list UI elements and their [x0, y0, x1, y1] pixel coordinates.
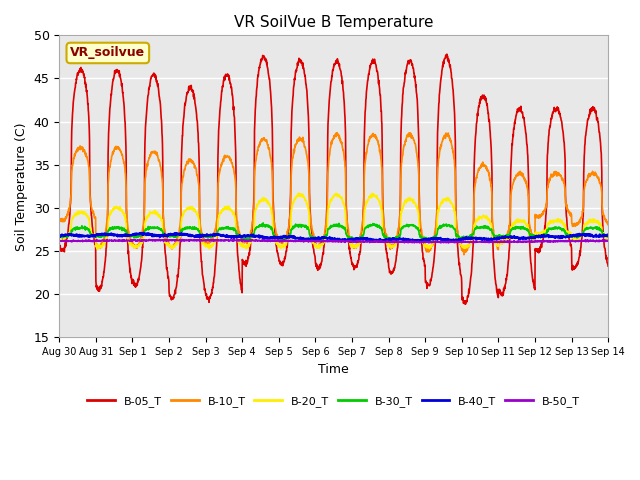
B-30_T	[56, 233, 63, 239]
B-10_T	[350, 243, 358, 249]
B-20_T	[294, 191, 302, 196]
B-20_T	[556, 217, 564, 223]
B-05_T	[556, 111, 564, 117]
B-10_T	[460, 252, 468, 258]
B-40_T	[350, 237, 358, 242]
B-20_T	[362, 202, 370, 208]
B-50_T	[416, 240, 424, 246]
B-20_T	[56, 234, 63, 240]
B-50_T	[572, 239, 579, 245]
B-40_T	[604, 232, 612, 238]
B-50_T	[362, 238, 369, 244]
B-05_T	[349, 264, 357, 269]
Y-axis label: Soil Temperature (C): Soil Temperature (C)	[15, 122, 28, 251]
Line: B-05_T: B-05_T	[60, 54, 608, 304]
X-axis label: Time: Time	[318, 362, 349, 375]
B-10_T	[362, 156, 369, 162]
B-20_T	[493, 241, 501, 247]
B-10_T	[333, 130, 341, 136]
B-20_T	[604, 234, 612, 240]
B-20_T	[93, 246, 101, 252]
B-20_T	[350, 244, 358, 250]
B-40_T	[140, 230, 147, 236]
B-30_T	[572, 234, 579, 240]
B-30_T	[350, 237, 358, 242]
B-40_T	[407, 239, 415, 245]
Legend: B-05_T, B-10_T, B-20_T, B-30_T, B-40_T, B-50_T: B-05_T, B-10_T, B-20_T, B-30_T, B-40_T, …	[83, 391, 584, 411]
B-50_T	[350, 239, 358, 244]
B-10_T	[493, 246, 501, 252]
B-10_T	[209, 236, 216, 242]
B-05_T	[362, 107, 369, 113]
B-10_T	[56, 217, 63, 223]
Text: VR_soilvue: VR_soilvue	[70, 47, 145, 60]
B-30_T	[604, 233, 612, 239]
B-50_T	[230, 236, 238, 242]
B-05_T	[461, 301, 469, 307]
Title: VR SoilVue B Temperature: VR SoilVue B Temperature	[234, 15, 433, 30]
B-05_T	[209, 287, 216, 293]
B-05_T	[493, 292, 501, 298]
B-20_T	[572, 236, 579, 242]
B-50_T	[209, 238, 216, 243]
B-50_T	[556, 239, 564, 244]
B-10_T	[572, 223, 579, 229]
B-10_T	[556, 173, 564, 179]
B-40_T	[572, 233, 579, 239]
B-30_T	[362, 225, 369, 230]
B-40_T	[56, 234, 63, 240]
Line: B-20_T: B-20_T	[60, 193, 608, 249]
B-05_T	[604, 263, 612, 269]
Line: B-10_T: B-10_T	[60, 133, 608, 255]
B-05_T	[572, 264, 579, 270]
B-20_T	[209, 242, 216, 248]
B-40_T	[209, 233, 216, 239]
Line: B-40_T: B-40_T	[60, 233, 608, 242]
B-30_T	[259, 220, 267, 226]
B-40_T	[362, 237, 369, 242]
B-05_T	[443, 51, 451, 57]
B-50_T	[604, 238, 612, 243]
B-30_T	[209, 233, 216, 239]
B-30_T	[493, 234, 501, 240]
Line: B-30_T: B-30_T	[60, 223, 608, 240]
B-40_T	[493, 235, 501, 241]
B-50_T	[493, 240, 501, 245]
B-30_T	[556, 225, 564, 231]
B-10_T	[604, 221, 612, 227]
Line: B-50_T: B-50_T	[60, 239, 608, 243]
B-40_T	[556, 234, 564, 240]
B-30_T	[390, 238, 398, 243]
B-05_T	[56, 241, 63, 247]
B-50_T	[56, 239, 63, 244]
